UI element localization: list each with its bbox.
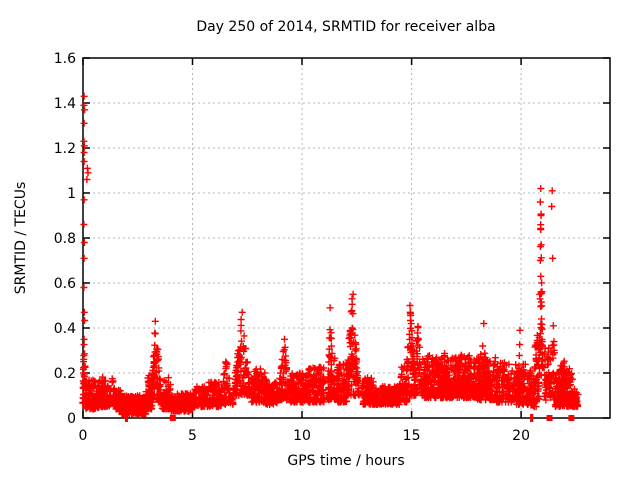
zero-square-marker: [169, 415, 176, 421]
y-tick-label: 1.6: [54, 51, 76, 67]
x-tick-label: 20: [512, 428, 530, 444]
x-axis-label: GPS time / hours: [287, 453, 404, 469]
y-tick-label: 0: [67, 411, 76, 427]
y-tick-label: 1.4: [54, 96, 76, 112]
data-points: [79, 92, 582, 422]
y-tick-label: 0.2: [54, 366, 76, 382]
x-tick-label: 5: [188, 428, 197, 444]
y-axis-label: SRMTID / TECUs: [13, 182, 29, 295]
y-tick-label: 0.4: [54, 321, 76, 337]
zero-square-marker: [546, 415, 553, 421]
zero-bar-markers: [124, 414, 534, 422]
x-tick-label: 0: [79, 428, 88, 444]
x-tick-label: 15: [403, 428, 421, 444]
y-tick-label: 0.6: [54, 276, 76, 292]
x-tick-label: 10: [293, 428, 311, 444]
y-tick-label: 1.2: [54, 141, 76, 157]
scatter-markers: [79, 92, 582, 419]
y-tick-label: 0.8: [54, 231, 76, 247]
y-tick-label: 1: [67, 186, 76, 202]
x-tick-labels: 0 5 10 15 20: [79, 428, 530, 444]
chart-title: Day 250 of 2014, SRMTID for receiver alb…: [196, 19, 495, 35]
y-tick-labels: 0 0.2 0.4 0.6 0.8 1 1.2 1.4 1.6: [54, 51, 76, 427]
zero-square-marker: [568, 415, 575, 421]
